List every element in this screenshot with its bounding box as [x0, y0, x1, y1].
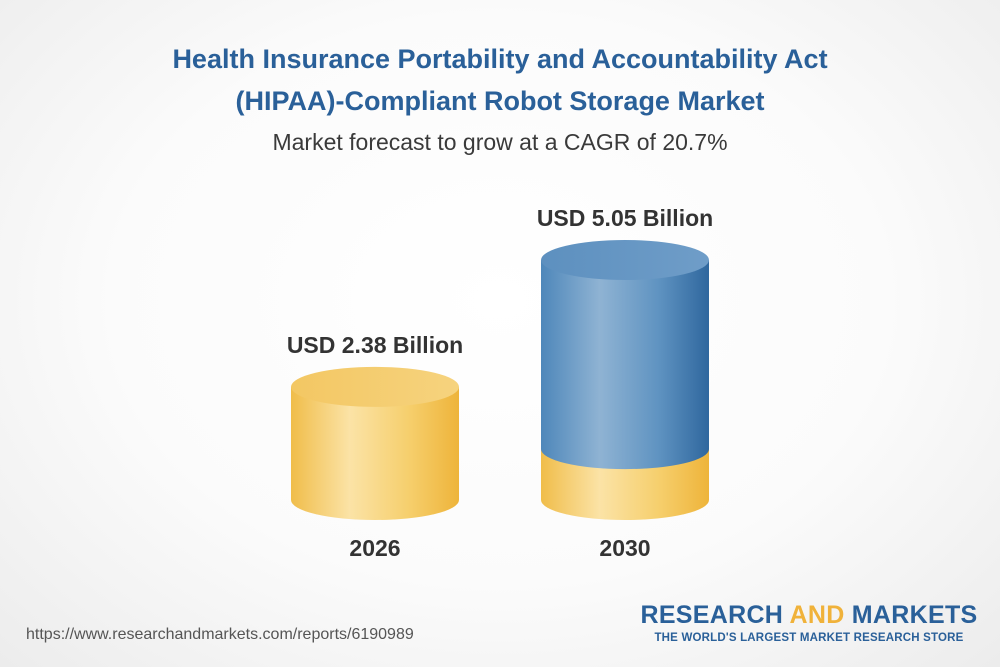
category-label: 2026	[349, 535, 400, 561]
cylinder-top	[291, 366, 459, 407]
cylinder-top	[541, 240, 709, 280]
source-url[interactable]: https://www.researchandmarkets.com/repor…	[26, 626, 414, 643]
brand-tagline: THE WORLD'S LARGEST MARKET RESEARCH STOR…	[654, 632, 964, 644]
bar-2026: USD 2.38 Billion 2026	[287, 332, 463, 561]
brand-name-accent: AND	[789, 601, 845, 629]
cylinder-growth-segment	[541, 260, 709, 470]
value-label: USD 5.05 Billion	[537, 205, 713, 231]
bars-layer: USD 2.38 Billion 2026 USD 5.05 Billion 2030	[287, 205, 713, 561]
chart-subtitle: Market forecast to grow at a CAGR of 20.…	[272, 129, 728, 155]
bar-2030: USD 5.05 Billion 2030	[537, 205, 713, 561]
chart-title-line-2: (HIPAA)-Compliant Robot Storage Market	[235, 86, 765, 116]
brand-name-part-1: RESEARCH	[640, 601, 790, 629]
category-label: 2030	[599, 535, 650, 561]
brand-logo: RESEARCH AND MARKETS THE WORLD'S LARGEST…	[640, 600, 978, 644]
brand-name: RESEARCH AND MARKETS	[640, 600, 978, 630]
value-label: USD 2.38 Billion	[287, 332, 463, 358]
chart-title-line-1: Health Insurance Portability and Account…	[172, 44, 828, 74]
cylinder-body	[291, 386, 459, 520]
cylinder-base-segment	[541, 449, 709, 520]
brand-name-part-2: MARKETS	[844, 601, 978, 629]
chart-title: Health Insurance Portability and Account…	[100, 38, 900, 122]
